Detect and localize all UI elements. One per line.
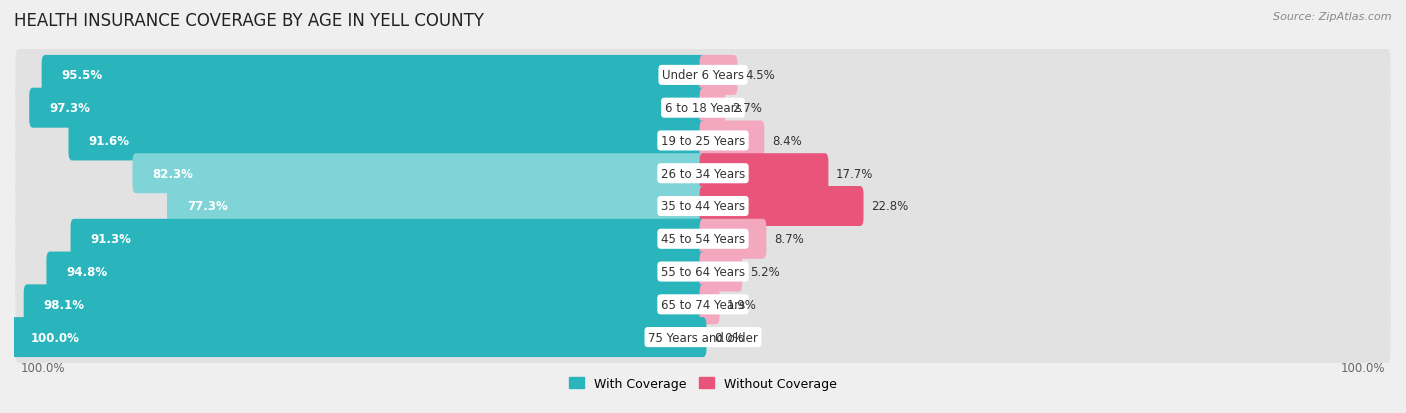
FancyBboxPatch shape (15, 80, 1391, 137)
Text: Source: ZipAtlas.com: Source: ZipAtlas.com (1274, 12, 1392, 22)
Text: 95.5%: 95.5% (62, 69, 103, 82)
Text: 91.3%: 91.3% (90, 233, 131, 246)
Text: 5.2%: 5.2% (749, 266, 779, 278)
Text: 98.1%: 98.1% (44, 298, 84, 311)
Text: 97.3%: 97.3% (49, 102, 90, 115)
FancyBboxPatch shape (15, 276, 1391, 333)
FancyBboxPatch shape (700, 121, 765, 161)
FancyBboxPatch shape (30, 88, 706, 128)
FancyBboxPatch shape (15, 309, 1391, 366)
Text: 19 to 25 Years: 19 to 25 Years (661, 135, 745, 147)
Text: 77.3%: 77.3% (187, 200, 228, 213)
FancyBboxPatch shape (15, 47, 1391, 104)
FancyBboxPatch shape (700, 154, 828, 194)
FancyBboxPatch shape (15, 244, 1391, 300)
Text: 22.8%: 22.8% (872, 200, 908, 213)
FancyBboxPatch shape (15, 178, 1391, 235)
Text: 6 to 18 Years: 6 to 18 Years (665, 102, 741, 115)
Text: 82.3%: 82.3% (152, 167, 194, 180)
FancyBboxPatch shape (15, 146, 1391, 202)
Text: 8.7%: 8.7% (773, 233, 804, 246)
Text: 91.6%: 91.6% (89, 135, 129, 147)
FancyBboxPatch shape (700, 285, 720, 325)
Text: Under 6 Years: Under 6 Years (662, 69, 744, 82)
FancyBboxPatch shape (70, 219, 706, 259)
Legend: With Coverage, Without Coverage: With Coverage, Without Coverage (564, 372, 842, 395)
FancyBboxPatch shape (24, 285, 706, 325)
FancyBboxPatch shape (15, 211, 1391, 267)
Text: 0.0%: 0.0% (714, 331, 744, 344)
Text: 100.0%: 100.0% (21, 361, 66, 374)
FancyBboxPatch shape (42, 56, 706, 96)
Text: 35 to 44 Years: 35 to 44 Years (661, 200, 745, 213)
FancyBboxPatch shape (700, 56, 738, 96)
FancyBboxPatch shape (15, 113, 1391, 169)
FancyBboxPatch shape (69, 121, 706, 161)
Text: HEALTH INSURANCE COVERAGE BY AGE IN YELL COUNTY: HEALTH INSURANCE COVERAGE BY AGE IN YELL… (14, 12, 484, 30)
FancyBboxPatch shape (132, 154, 706, 194)
FancyBboxPatch shape (11, 317, 706, 357)
FancyBboxPatch shape (700, 187, 863, 226)
FancyBboxPatch shape (700, 219, 766, 259)
Text: 2.7%: 2.7% (733, 102, 762, 115)
Text: 75 Years and older: 75 Years and older (648, 331, 758, 344)
Text: 45 to 54 Years: 45 to 54 Years (661, 233, 745, 246)
Text: 17.7%: 17.7% (837, 167, 873, 180)
FancyBboxPatch shape (167, 187, 706, 226)
FancyBboxPatch shape (46, 252, 706, 292)
Text: 1.9%: 1.9% (727, 298, 756, 311)
FancyBboxPatch shape (700, 252, 742, 292)
Text: 26 to 34 Years: 26 to 34 Years (661, 167, 745, 180)
Text: 4.5%: 4.5% (745, 69, 775, 82)
Text: 100.0%: 100.0% (31, 331, 80, 344)
Text: 55 to 64 Years: 55 to 64 Years (661, 266, 745, 278)
Text: 8.4%: 8.4% (772, 135, 801, 147)
Text: 65 to 74 Years: 65 to 74 Years (661, 298, 745, 311)
Text: 94.8%: 94.8% (66, 266, 107, 278)
Text: 100.0%: 100.0% (1340, 361, 1385, 374)
FancyBboxPatch shape (700, 88, 725, 128)
